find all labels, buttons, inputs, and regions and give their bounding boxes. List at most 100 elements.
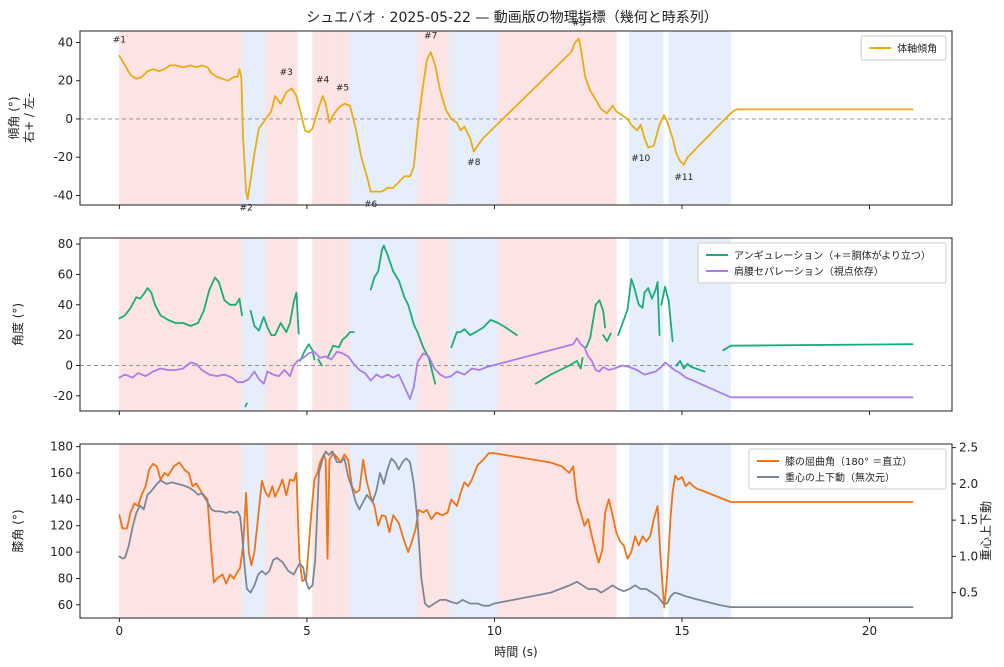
chart-panels: -40 -20 0 20 40 傾角 (°) 右+ / 左- #1 #2 #3 #4 #5 #6 #7 #8… [7, 18, 993, 638]
y-tick-label: 40 [58, 298, 73, 312]
phase-band [265, 30, 298, 206]
phase-band [668, 30, 732, 206]
y-tick-label: 140 [50, 492, 73, 506]
series-line-1 [585, 299, 606, 349]
y-tick-label: 40 [58, 35, 73, 49]
series-line-2 [118, 337, 914, 400]
x-tick-label: 10 [487, 624, 502, 638]
y-tick-label: 100 [50, 545, 73, 559]
y2-tick-label: 1.5 [959, 513, 978, 527]
y-tick-label: -40 [53, 188, 73, 202]
legend-entry: 体軸傾角 [897, 42, 937, 55]
legend: 膝の屈曲角（180° ＝直立） 重心の上下動（無次元） [748, 448, 947, 490]
event-annotation: #10 [631, 154, 650, 164]
phase-band [338, 30, 351, 206]
series-line-1 [118, 276, 243, 327]
y-tick-label: 0 [65, 358, 73, 372]
y-tick-label: -20 [53, 389, 73, 403]
series-line-1 [249, 291, 300, 336]
legend-box [697, 242, 947, 284]
phase-band [349, 443, 418, 619]
event-annotation: #5 [336, 83, 349, 93]
x-tick-label: 5 [303, 624, 311, 638]
y-axis-label: 膝角 (°) [11, 509, 25, 552]
event-annotation: #2 [240, 204, 253, 214]
y-tick-label: 60 [58, 267, 73, 281]
series-line-1 [369, 244, 437, 385]
phase-band [497, 30, 617, 206]
phase-band [265, 443, 298, 619]
legend-box [860, 35, 947, 61]
phase-band [629, 30, 664, 206]
legend: 体軸傾角 [860, 35, 947, 61]
phase-band [349, 237, 418, 412]
plot-frame [79, 443, 953, 619]
y-tick-label: 80 [58, 571, 73, 585]
series-line-1 [317, 358, 323, 367]
series-line-1 [244, 402, 248, 408]
chart-panel-1: -40 -20 0 20 40 傾角 (°) 右+ / 左- #1 #2 #3 #4 #5 #6 #7 #8… [7, 18, 953, 214]
y-tick-label: 60 [58, 598, 73, 612]
y-tick-label: 20 [58, 74, 73, 88]
y2-tick-label: 2.5 [959, 441, 978, 455]
y-axis-label: 角度 (°) [10, 303, 25, 346]
phase-band [312, 237, 328, 412]
event-annotation: #9 [572, 18, 586, 28]
phase-band [327, 237, 340, 412]
y-tick-label: 80 [58, 237, 73, 251]
plot-frame [79, 30, 953, 206]
phase-band [118, 30, 243, 206]
series-line-1 [326, 331, 355, 359]
event-annotation: #7 [424, 32, 437, 42]
legend: アンギュレーション（+＝胴体がより立つ） 肩腰セパレーション（視点依存） [697, 242, 947, 284]
series-line-1 [602, 332, 612, 343]
legend-entry: アンギュレーション（+＝胴体がより立つ） [734, 249, 931, 262]
chart-panel-3: 60 80 100 120 140 160 180 0 5 10 15 20 膝角 (°) 0.5 1.0 1… [11, 440, 993, 638]
phase-band [417, 443, 450, 619]
phase-band [338, 237, 351, 412]
y2-tick-label: 1.0 [959, 549, 978, 563]
y-tick-label: -20 [53, 150, 73, 164]
x-tick-label: 0 [116, 624, 124, 638]
phase-band [349, 30, 418, 206]
phase-band [449, 30, 499, 206]
series-line-1 [722, 343, 914, 352]
event-annotation: #1 [113, 35, 126, 45]
phase-band [118, 443, 243, 619]
phase-band [449, 443, 499, 619]
y-tick-label: 120 [50, 519, 73, 533]
chart-panel-2: -20 0 20 40 60 80 角度 (°) アンギュレーション（+＝胴体がより立つ） 肩腰… [10, 237, 953, 415]
event-annotation: #4 [316, 76, 330, 86]
y2-tick-label: 0.5 [959, 586, 978, 600]
phase-band [417, 237, 450, 412]
phase-band [497, 237, 617, 412]
y-tick-label: 180 [50, 440, 73, 454]
legend-entry: 肩腰セパレーション（視点依存） [734, 265, 884, 278]
phase-band [241, 443, 267, 619]
series-line-1 [118, 37, 914, 201]
y-tick-label: 20 [58, 328, 73, 342]
series-line-1 [450, 319, 518, 349]
series-line-1 [299, 343, 316, 362]
y2-tick-label: 2.0 [959, 477, 978, 491]
x-tick-label: 15 [674, 624, 689, 638]
legend-box [748, 448, 947, 490]
series-line-1 [660, 285, 674, 343]
phase-band [668, 443, 732, 619]
x-tick-label: 20 [862, 624, 877, 638]
series-line-1 [118, 452, 914, 609]
event-annotation: #6 [364, 200, 378, 210]
phase-band [449, 237, 499, 412]
y2-axis-label: 重心上下動 [979, 501, 993, 561]
legend-entry: 重心の上下動（無次元） [785, 471, 895, 484]
series-line-1 [675, 360, 706, 373]
figure-title: シュエバオ · 2025-05-22 — 動画版の物理指標（幾何と時系列） [306, 10, 718, 26]
y-tick-label: 160 [50, 466, 73, 480]
event-annotation: #11 [674, 173, 693, 183]
phase-band [338, 443, 351, 619]
y-tick-label: 0 [65, 112, 73, 126]
y-axis-label: 傾角 (°) [7, 96, 21, 139]
legend-entry: 膝の屈曲角（180° ＝直立） [785, 455, 912, 468]
series-line-1 [534, 357, 584, 385]
